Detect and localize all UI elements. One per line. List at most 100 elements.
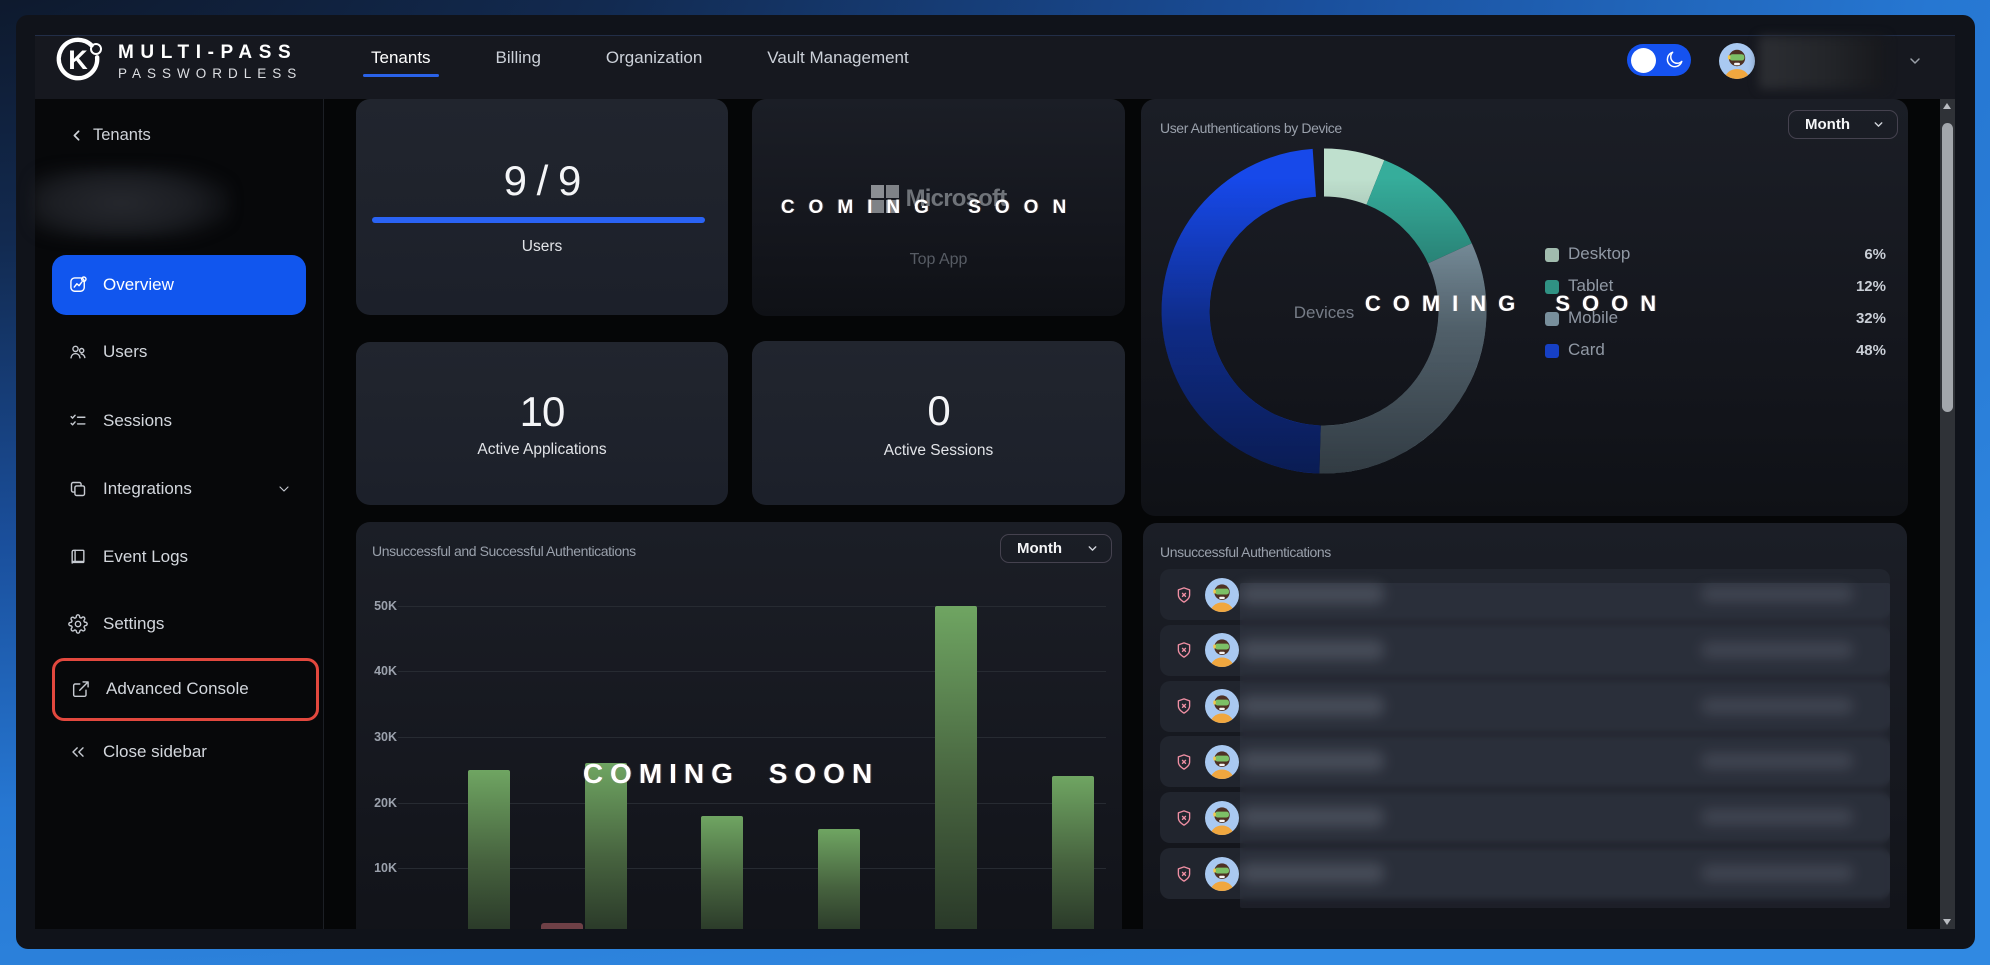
devices-legend: Desktop 6% Tablet 12% Mobile 32% Card 48%	[1545, 239, 1886, 367]
sidebar-item-event-logs[interactable]: Event Logs	[52, 527, 306, 587]
devices-period-select[interactable]: Month	[1788, 110, 1898, 139]
layers-icon	[70, 481, 86, 497]
devices-coming-soon-overlay: COMING SOON	[1364, 291, 1669, 316]
shield-x-icon	[1177, 642, 1191, 659]
legend-value: 48%	[1855, 342, 1886, 359]
sidebar-back-tenants[interactable]: Tenants	[68, 121, 151, 149]
users-progress-bar	[372, 217, 705, 223]
sidebar-item-settings[interactable]: Settings	[52, 594, 306, 654]
top-app-card-label: Top App	[909, 251, 968, 268]
brand-wordmark: MULTI-PASS PASSWORDLESS	[118, 42, 302, 83]
sidebar-item-label: Event Logs	[103, 547, 189, 566]
legend-swatch	[1545, 344, 1559, 358]
users-icon	[70, 345, 86, 359]
sidebar: Tenants Overview Users Sessions Integration…	[31, 99, 324, 929]
external-link-icon	[72, 681, 89, 698]
sidebar-item-users[interactable]: Users	[52, 322, 306, 382]
shield-x-icon	[1177, 809, 1191, 826]
nav-item-tenants[interactable]: Tenants	[363, 36, 439, 99]
user-menu-chevron-down-icon[interactable]	[1907, 53, 1923, 69]
chart-square-icon	[70, 276, 87, 292]
nav-item-label: Vault Management	[767, 47, 909, 67]
theme-toggle[interactable]	[1627, 44, 1691, 76]
theme-toggle-knob[interactable]	[1631, 47, 1656, 73]
user-name-redacted	[1759, 36, 1886, 89]
top-app-coming-soon-overlay: COMING SOON	[780, 197, 1081, 218]
authentications-period-select[interactable]: Month	[1000, 534, 1112, 563]
microsoft-logo-square	[870, 185, 884, 198]
main-content: 9 / 9 Users Microsoft COMING SOON Top Ap…	[324, 99, 1940, 929]
active-sessions-card: 0 Active Sessions	[752, 341, 1125, 505]
scrollbar-up-arrow[interactable]	[1940, 99, 1955, 114]
vertical-scrollbar[interactable]	[1940, 99, 1955, 929]
user-avatar	[1205, 577, 1239, 612]
bar-gridline	[398, 736, 1106, 738]
sidebar-item-advanced-console[interactable]: Advanced Console	[52, 657, 319, 721]
authentications-chart-card: Unsuccessful and Successful Authenticati…	[356, 522, 1122, 929]
user-avatar	[1205, 856, 1239, 891]
legend-swatch	[1545, 312, 1559, 326]
sidebar-item-close-sidebar[interactable]: Close sidebar	[52, 722, 306, 782]
sidebar-item-label: Close sidebar	[103, 742, 207, 761]
legend-row-mobile: Mobile 32%	[1545, 303, 1886, 335]
users-card: 9 / 9 Users	[356, 99, 728, 315]
brand-logo-icon	[56, 37, 100, 81]
top-navigation-bar: K MULTI-PASS PASSWORDLESS Tenants Billing…	[35, 35, 1955, 99]
unsuccessful-auth-title: Unsuccessful Authentications	[1160, 544, 1331, 560]
nav-item-vault-management[interactable]: Vault Management	[767, 36, 908, 99]
legend-label: Tablet	[1568, 276, 1614, 295]
sidebar-item-label: Integrations	[103, 479, 192, 498]
legend-row-desktop: Desktop 6%	[1545, 239, 1886, 271]
sidebar-item-sessions[interactable]: Sessions	[52, 391, 306, 451]
user-avatar	[1205, 800, 1239, 835]
user-avatar	[1205, 633, 1239, 668]
top-app-logo-row: Microsoft	[752, 183, 1125, 215]
active-applications-card: 10 Active Applications	[356, 342, 728, 505]
users-count: 9 / 9	[503, 157, 582, 204]
sidebar-item-label: Users	[103, 342, 148, 361]
shield-x-icon	[1177, 698, 1191, 714]
scrollbar-down-arrow[interactable]	[1940, 914, 1955, 929]
devices-donut-center-label: Devices	[1293, 303, 1355, 322]
shield-x-icon	[1177, 586, 1191, 603]
legend-value: 32%	[1855, 310, 1886, 327]
nav-item-label: Tenants	[371, 47, 431, 67]
shield-x-icon	[1177, 754, 1191, 770]
legend-value: 6%	[1864, 246, 1886, 263]
bar-y-tick: 40K	[374, 664, 397, 679]
top-app-card: Microsoft COMING SOON Top App	[752, 99, 1125, 316]
sidebar-item-label: Advanced Console	[106, 679, 249, 698]
microsoft-logo-square	[885, 200, 899, 213]
bar-gridline	[398, 802, 1106, 804]
nav-item-label: Billing	[495, 47, 541, 67]
chevron-down-icon	[1088, 546, 1097, 551]
devices-donut-chart	[1159, 146, 1489, 476]
nav-item-organization[interactable]: Organization	[606, 36, 702, 99]
brand-logo-letter: K	[68, 45, 88, 75]
privacy-blur-overlay	[1240, 583, 1890, 908]
unsuccessful-auth-card: Unsuccessful Authentications	[1143, 523, 1907, 929]
user-avatar[interactable]	[1719, 43, 1755, 79]
active-applications-label: Active Applications	[477, 441, 607, 458]
legend-row-card: Card 48%	[1545, 335, 1886, 367]
nav-item-label: Organization	[605, 47, 703, 67]
bar-successful	[584, 763, 627, 929]
sidebar-item-integrations[interactable]: Integrations	[52, 459, 306, 519]
legend-label: Mobile	[1568, 308, 1619, 327]
nav-item-billing[interactable]: Billing	[496, 36, 541, 99]
devices-card: User Authentications by Device Month Dev…	[1141, 99, 1908, 516]
chevron-left-icon	[73, 129, 80, 141]
chevron-down-icon	[1874, 122, 1883, 127]
sidebar-item-label: Overview	[103, 275, 174, 294]
sidebar-item-overview[interactable]: Overview	[52, 255, 306, 315]
bar-y-tick: 30K	[374, 729, 397, 744]
tenant-name-redacted	[31, 167, 231, 239]
microsoft-logo-square	[885, 185, 899, 198]
legend-label: Desktop	[1568, 244, 1631, 263]
primary-nav: Tenants Billing Organization Vault Manageme…	[363, 36, 909, 99]
bar-unsuccessful	[540, 922, 583, 929]
gear-icon	[68, 614, 88, 634]
users-card-label: Users	[521, 238, 563, 255]
sidebar-item-label: Settings	[103, 614, 165, 633]
scrollbar-thumb[interactable]	[1942, 123, 1953, 412]
